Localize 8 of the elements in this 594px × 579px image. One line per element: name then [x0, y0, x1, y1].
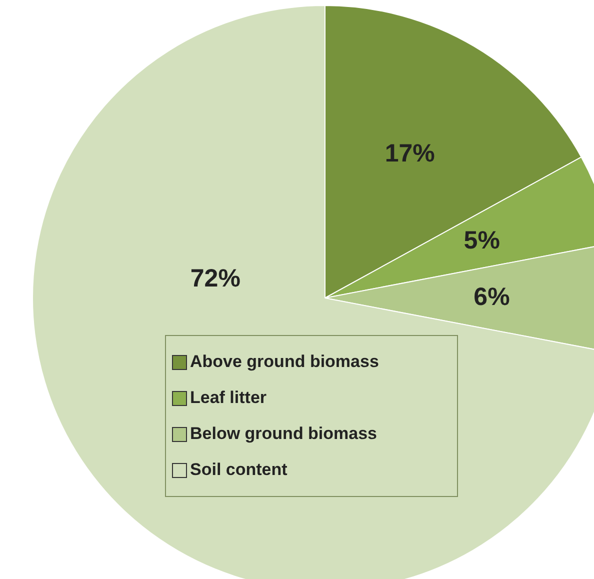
slice-label: Soil content: [190, 460, 288, 480]
data-label: 5%: [464, 226, 500, 254]
legend-label: Leaf litter: [190, 388, 267, 408]
data-label: 72%: [190, 264, 240, 292]
data-label: 17%: [384, 139, 435, 168]
legend-label: Above ground biomass: [190, 352, 379, 372]
legend-label: Below ground biomass: [190, 424, 378, 444]
data-label: 6%: [474, 282, 510, 311]
